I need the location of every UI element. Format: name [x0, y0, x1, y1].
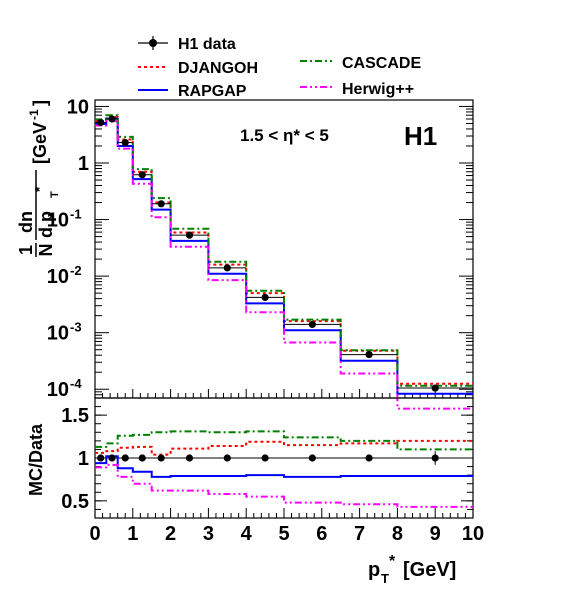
lower-panel: 1.5 1 0.50 1 2 3 4 5 6 7 8 9 10 — [61, 397, 484, 545]
legend: H1 data DJANGOH RAPGAP CASCADE Herwig++ — [138, 36, 421, 100]
lower-data-point — [108, 454, 116, 462]
lower-y-tick-label: 1 — [78, 448, 89, 470]
lower-series-djangoh — [95, 439, 473, 456]
x-tick-label: 8 — [392, 523, 403, 545]
x-tick-label: 2 — [165, 523, 176, 545]
x-tick-label: 3 — [203, 523, 214, 545]
upper-y-tick-exponent: -3 — [70, 320, 82, 335]
lower-data-point — [431, 454, 439, 462]
x-title-sup: * — [389, 553, 396, 570]
lower-data-point — [138, 454, 146, 462]
lower-data-point — [97, 454, 105, 462]
upper-data-point — [185, 231, 194, 239]
lower-data-point — [223, 454, 231, 462]
lower-series-herwig — [95, 463, 473, 508]
y-title-unit-exp: -1 — [27, 109, 41, 120]
x-tick-label: 0 — [89, 523, 100, 545]
upper-series-rapgap — [95, 117, 473, 395]
upper-data-point — [157, 200, 165, 208]
legend-label-djangoh: DJANGOH — [178, 60, 258, 77]
legend-entry-herwig: Herwig++ — [300, 81, 414, 98]
lower-data-point — [121, 454, 129, 462]
lower-data-point — [365, 454, 373, 462]
upper-y-tick-exponent: -2 — [70, 263, 82, 278]
y-title-dn: dn — [16, 211, 36, 233]
y-title-dpt-sub: T — [49, 191, 61, 198]
upper-series-cascade — [95, 114, 473, 387]
upper-y-tick-label: 1 — [78, 153, 89, 175]
upper-data-point — [223, 264, 231, 272]
legend-label-cascade: CASCADE — [342, 55, 421, 72]
legend-label-herwig: Herwig++ — [342, 81, 414, 98]
y-title-frac-top: 1 — [16, 245, 36, 255]
upper-y-tick-exponent: -4 — [70, 376, 82, 391]
legend-entry-cascade: CASCADE — [300, 55, 421, 72]
y-title-dpt: d p — [36, 211, 56, 238]
x-title-sub: T — [381, 571, 389, 586]
y-title-frac-bottom: N — [36, 244, 56, 257]
eta-range-annotation: 1.5 < η* < 5 — [240, 126, 329, 145]
lower-series-cascade — [95, 430, 473, 451]
lower-y-axis-title: MC/Data — [26, 423, 46, 496]
upper-data-point — [365, 350, 373, 359]
upper-data-point — [308, 320, 316, 329]
upper-y-tick-label: 10 — [67, 96, 89, 118]
x-tick-label: 10 — [462, 523, 484, 545]
upper-data-point — [97, 118, 105, 127]
upper-data-point — [138, 171, 146, 179]
legend-label-h1-data: H1 data — [178, 36, 236, 53]
upper-series-herwig — [95, 120, 473, 410]
upper-data-point — [431, 384, 439, 392]
upper-data-point — [121, 138, 129, 147]
legend-marker-h1-data — [149, 39, 157, 47]
upper-y-axis-title: 1 N dn d p T * [GeV -1 ] — [16, 100, 61, 257]
upper-y-tick-label: 10 — [47, 379, 69, 401]
x-tick-label: 4 — [241, 523, 253, 545]
y-title-dpt-sup: * — [32, 186, 47, 192]
upper-y-tick-label: 10 — [47, 266, 69, 288]
upper-data-point — [261, 293, 269, 302]
h1-experiment-label: H1 — [404, 121, 437, 151]
legend-entry-rapgap: RAPGAP — [138, 83, 247, 100]
upper-series-djangoh — [95, 116, 473, 385]
x-axis-title: p T * [GeV] — [368, 553, 456, 586]
legend-entry-djangoh: DJANGOH — [138, 60, 258, 77]
legend-entry-h1-data: H1 data — [138, 36, 236, 53]
y-title-unit: [GeV — [30, 122, 50, 164]
x-tick-label: 7 — [354, 523, 365, 545]
legend-label-rapgap: RAPGAP — [178, 83, 247, 100]
lower-y-tick-label: 1.5 — [61, 405, 89, 427]
x-tick-label: 1 — [127, 523, 138, 545]
lower-data-point — [308, 454, 316, 462]
lower-y-tick-label: 0.5 — [61, 491, 89, 513]
lower-data-point — [157, 454, 165, 462]
x-title-main: p — [368, 559, 380, 581]
lower-data-point — [185, 454, 194, 462]
x-tick-label: 9 — [430, 523, 441, 545]
y-title-unit-close: ] — [30, 100, 50, 106]
lower-data-point — [261, 454, 269, 462]
upper-y-tick-label: 10 — [47, 323, 69, 345]
x-title-unit: [GeV] — [403, 559, 456, 581]
x-tick-label: 5 — [278, 523, 289, 545]
upper-y-tick-exponent: -1 — [70, 207, 82, 222]
lower-series-rapgap — [95, 455, 473, 478]
upper-y-tick-label: 10 — [47, 210, 69, 232]
x-tick-label: 6 — [316, 523, 327, 545]
upper-data-point — [108, 115, 116, 123]
